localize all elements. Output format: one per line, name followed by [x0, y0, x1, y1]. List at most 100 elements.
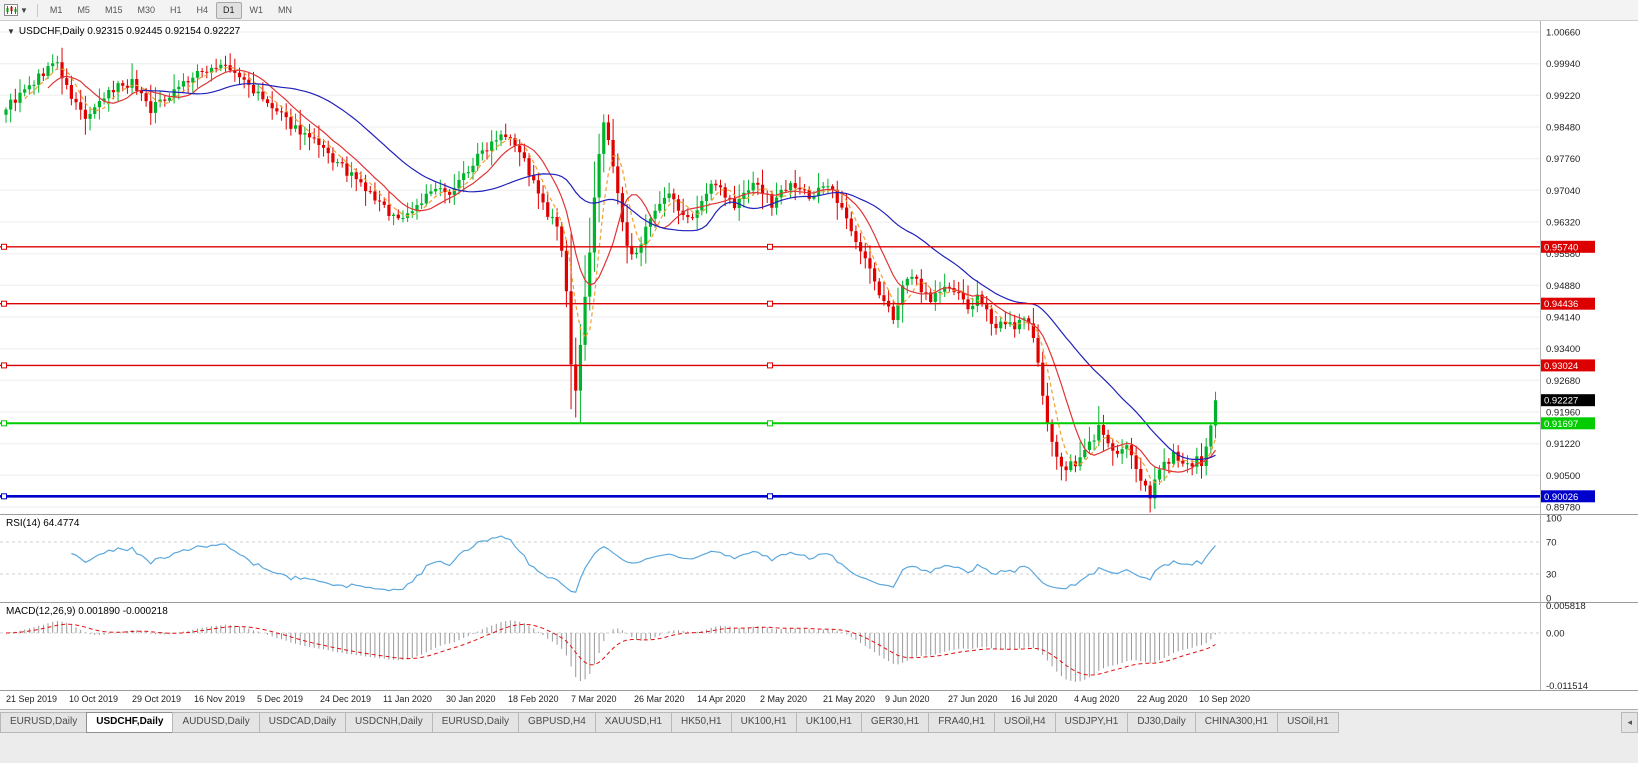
line-drag-handle[interactable]: [1, 362, 7, 369]
chart-tab-china300-h1[interactable]: CHINA300,H1: [1194, 712, 1279, 733]
timeframe-button-m1[interactable]: M1: [49, 4, 63, 15]
chart-title-ohlc: USDCHF,Daily 0.92315 0.92445 0.92154 0.9…: [18, 26, 241, 37]
timeframe-button-w1[interactable]: W1: [249, 4, 264, 15]
chart-header: ▼ USDCHF,Daily 0.92315 0.92445 0.92154 0…: [7, 26, 240, 37]
chart-tab-xauusd-h1[interactable]: XAUUSD,H1: [594, 712, 673, 733]
date-axis-label: 2 May 2020: [760, 694, 808, 704]
rsi-line: [71, 535, 1216, 593]
date-axis-label: 21 Sep 2019: [6, 694, 58, 704]
bear-candle-bodies: [13, 62, 1204, 499]
timeframe-button-d1[interactable]: D1: [216, 1, 242, 19]
rsi-axis-label: 30: [1546, 570, 1557, 581]
timeframe-button-h4[interactable]: H4: [196, 4, 209, 15]
moving-average-5-line: [24, 66, 1217, 484]
line-drag-handle[interactable]: [767, 420, 773, 427]
date-axis-label: 29 Oct 2019: [132, 694, 182, 704]
chart-tab-usoil-h4[interactable]: USOil,H4: [993, 712, 1056, 733]
date-axis-label: 4 Aug 2020: [1074, 694, 1120, 704]
line-drag-handle[interactable]: [1, 300, 7, 307]
chart-tab-dj30-daily[interactable]: DJ30,Daily: [1127, 712, 1196, 733]
price-axis-label: 0.91960: [1546, 408, 1580, 419]
timeframe-button-h1[interactable]: H1: [169, 4, 182, 15]
chart-tab-ger30-h1[interactable]: GER30,H1: [860, 712, 930, 733]
date-axis-label: 5 Dec 2019: [257, 694, 304, 704]
macd-axis-label: -0.011514: [1546, 681, 1588, 690]
axis-price-badge-label: 0.92227: [1544, 396, 1578, 407]
main-price-chart[interactable]: 1.00660 0.99940 0.99220 0.98480 0.97760 0.970…: [0, 21, 1638, 514]
bull-candle-bodies: [4, 62, 1218, 499]
chart-tab-eurusd-daily[interactable]: EURUSD,Daily: [0, 712, 88, 733]
chart-tab-usdjpy-h1[interactable]: USDJPY,H1: [1054, 712, 1129, 733]
line-drag-handle[interactable]: [767, 493, 773, 500]
macd-indicator-panel[interactable]: 0.005818 0.00 -0.011514: [0, 602, 1638, 690]
timeframe-button-m15[interactable]: M15: [104, 4, 123, 15]
rsi-axis-label: 0: [1546, 594, 1551, 603]
line-drag-handle[interactable]: [767, 300, 773, 307]
chart-tab-usdchf-daily[interactable]: USDCHF,Daily: [86, 712, 174, 733]
timeframe-button-mn[interactable]: MN: [278, 4, 293, 15]
line-drag-handle[interactable]: [1, 420, 7, 427]
date-axis-label: 16 Nov 2019: [194, 694, 246, 704]
chart-tab-uk100-h1[interactable]: UK100,H1: [795, 712, 862, 733]
chart-tab-eurusd-daily[interactable]: EURUSD,Daily: [431, 712, 519, 733]
tab-scroll-left-button[interactable]: ◂: [1621, 712, 1638, 733]
date-axis-label: 11 Jan 2020: [383, 694, 432, 704]
time-axis[interactable]: 21 Sep 2019 10 Oct 2019 29 Oct 2019 16 Nov …: [0, 690, 1638, 710]
axis-price-badge: [1541, 240, 1595, 253]
line-drag-handle[interactable]: [1, 493, 7, 500]
price-axis-label: 1.00660: [1546, 28, 1580, 39]
timeframe-button-m5[interactable]: M5: [77, 4, 90, 15]
panel-resize-handle[interactable]: [0, 512, 1638, 515]
chart-tab-uk100-h1[interactable]: UK100,H1: [730, 712, 797, 733]
date-axis-label: 27 Jun 2020: [948, 694, 998, 704]
price-axis-label: 0.95580: [1546, 249, 1580, 260]
price-axis-label: 0.99220: [1546, 91, 1580, 102]
chart-tab-usoil-h1[interactable]: USOil,H1: [1277, 712, 1339, 733]
moving-average-10-line: [47, 69, 1216, 473]
price-axis-label: 0.93400: [1546, 344, 1580, 355]
moving-average-30-line: [141, 83, 1216, 460]
line-drag-handle[interactable]: [767, 362, 773, 369]
chart-tab-hk50-h1[interactable]: HK50,H1: [671, 712, 732, 733]
price-axis-label: 0.94880: [1546, 281, 1580, 292]
price-axis-label: 0.99940: [1546, 59, 1580, 70]
rsi-indicator-panel[interactable]: 100 70 30 0: [0, 514, 1638, 602]
axis-price-badge-label: 0.94436: [1544, 299, 1578, 310]
bear-candle-wicks: [14, 47, 1203, 513]
price-axis[interactable]: [1540, 21, 1638, 514]
chart-tab-gbpusd-h4[interactable]: GBPUSD,H4: [517, 712, 596, 733]
toolbar-separator: [36, 3, 38, 17]
macd-histogram: [10, 620, 1216, 682]
top-toolbar: ▼ M1 M5 M15 M30 H1 H4 D1 W1 MN: [0, 0, 1638, 21]
timeframe-button-m30[interactable]: M30: [137, 4, 155, 15]
symbol-dropdown-arrow-icon[interactable]: ▼: [7, 27, 15, 36]
macd-signal-line: [5, 623, 1216, 676]
axis-price-badge-label: 0.91697: [1544, 419, 1578, 430]
line-drag-handle[interactable]: [1, 243, 7, 250]
date-axis-label: 16 Jul 2020: [1011, 694, 1058, 704]
chart-tab-audusd-daily[interactable]: AUDUSD,Daily: [172, 712, 260, 733]
price-axis-label: 0.96320: [1546, 218, 1580, 229]
rsi-axis-label: 100: [1546, 514, 1562, 525]
axis-price-badge-label: 0.95740: [1544, 242, 1578, 253]
timeframe-button-group: M1 M5 M15 M30 H1 H4 D1 W1 MN: [43, 1, 300, 19]
chart-window-icon[interactable]: [4, 4, 18, 16]
line-drag-handle[interactable]: [767, 243, 773, 250]
price-axis-label: 0.94140: [1546, 313, 1580, 324]
axis-price-badge: [1541, 394, 1595, 407]
chart-tab-usdcnh-daily[interactable]: USDCNH,Daily: [344, 712, 433, 733]
panel-resize-handle[interactable]: [0, 600, 1638, 603]
axis-price-badge: [1541, 359, 1595, 372]
chart-type-dropdown-arrow-icon[interactable]: ▼: [20, 5, 28, 15]
axis-price-badge: [1541, 417, 1595, 430]
date-axis-label: 30 Jan 2020: [446, 694, 496, 704]
axis-price-badge-label: 0.93024: [1544, 361, 1578, 372]
price-axis-label: 0.97760: [1546, 154, 1580, 165]
chart-tab-usdcad-daily[interactable]: USDCAD,Daily: [258, 712, 346, 733]
date-axis-label: 10 Oct 2019: [69, 694, 119, 704]
date-axis-label: 14 Apr 2020: [697, 694, 746, 704]
price-axis-label: 0.97040: [1546, 186, 1580, 197]
axis-price-badge: [1541, 297, 1595, 310]
bull-candle-wicks: [5, 54, 1217, 509]
chart-tab-fra40-h1[interactable]: FRA40,H1: [928, 712, 995, 733]
